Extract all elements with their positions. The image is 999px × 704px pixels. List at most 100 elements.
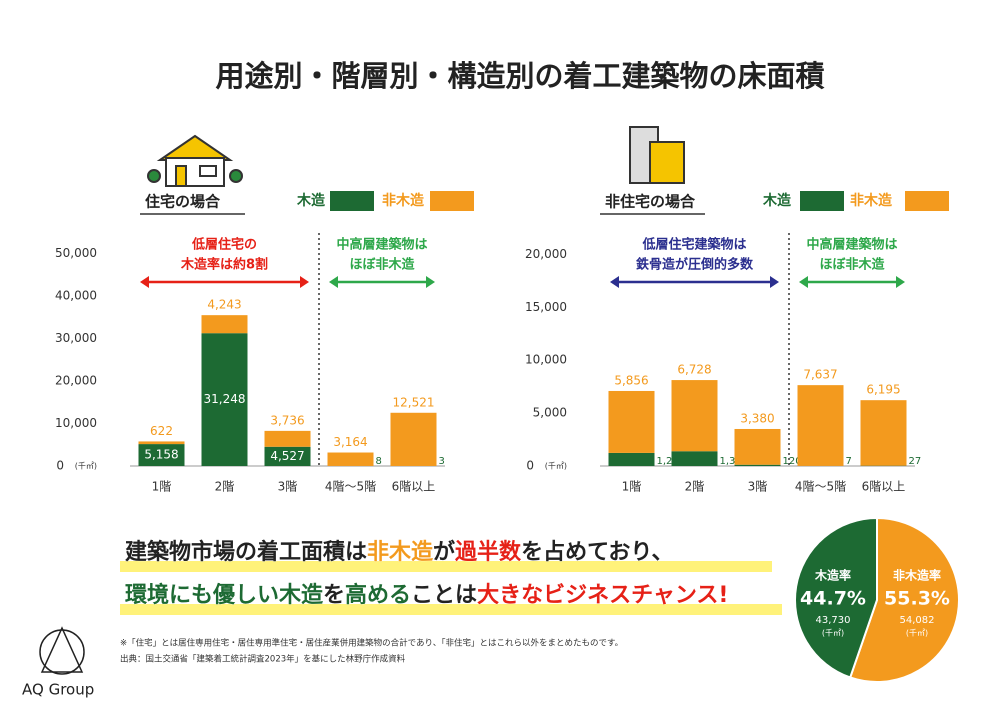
x-tick-label: 4階〜5階: [325, 479, 376, 494]
legend-swatch: [430, 191, 474, 211]
bar-segment: [138, 441, 185, 445]
value-label: 6,728: [677, 363, 711, 377]
value-label: 3,380: [740, 411, 774, 425]
chart-subtitle: 住宅の場合: [145, 193, 221, 211]
pie-unit: (千㎡): [906, 628, 928, 638]
bar-segment: [608, 390, 655, 453]
bar-segment: [390, 412, 437, 466]
bar-segment: [608, 452, 655, 466]
headline: 環境にも優しい木造を高めることは大きなビジネスチャンス!: [125, 582, 728, 608]
y-tick-label: 0: [56, 459, 64, 473]
headline-segment: 環境にも優しい木造: [125, 582, 323, 608]
legend-swatch: [330, 191, 374, 211]
value-label: 8: [376, 456, 382, 467]
headline-segment: 非木造: [367, 540, 433, 565]
value-label: 4,527: [270, 449, 304, 463]
x-tick-label: 2階: [215, 479, 235, 494]
pie-slice: [794, 516, 878, 679]
annotation: 低層住宅建築物は: [641, 237, 746, 253]
legend-swatch: [800, 191, 844, 211]
headline: 建築物市場の着工面積は非木造が過半数を占めており、: [125, 539, 674, 565]
legend-label: 非木造: [382, 192, 424, 209]
bar-segment: [327, 452, 374, 466]
x-tick-label: 1階: [622, 479, 642, 494]
y-tick-label: 50,000: [55, 246, 97, 260]
value-label: 7: [846, 456, 852, 467]
annotation: 中高層建築物は: [336, 237, 427, 253]
pie-value: 44.7%: [800, 588, 866, 610]
x-tick-label: 6階以上: [392, 479, 436, 494]
y-tick-label: 20,000: [55, 374, 97, 388]
y-tick-label: 15,000: [525, 300, 567, 314]
arrow-head: [426, 276, 435, 288]
annotation: 低層住宅の: [191, 237, 257, 253]
value-label: 5,856: [614, 373, 648, 387]
arrow-head: [300, 276, 309, 288]
x-tick-label: 3階: [278, 479, 298, 494]
bar-segment: [138, 444, 185, 466]
headline-segment: 建築物市場の着工面積は: [125, 539, 367, 565]
headline-segment: 過半数: [455, 539, 522, 565]
headline-segment: が: [433, 539, 455, 565]
footnote: 出典：国土交通省「建築着工統計調査2023年」を基にした林野庁作成資料: [120, 654, 406, 665]
value-label: 6,195: [866, 383, 900, 397]
value-label: 4,243: [207, 298, 241, 312]
bar-segment: [264, 430, 311, 447]
pie-label: 木造率: [814, 568, 851, 583]
pie-amount: 54,082: [900, 615, 935, 626]
logo-mark: [39, 626, 85, 675]
headline-segment: 大きなビジネスチャンス!: [477, 583, 728, 608]
annotation: 木造率は約8割: [180, 257, 268, 273]
y-tick-label: 20,000: [525, 247, 567, 261]
annotation: 鉄骨造が圧倒的多数: [636, 257, 754, 273]
pie-label: 非木造率: [893, 568, 941, 583]
x-tick-label: 1階: [152, 479, 172, 494]
value-label: 3,164: [333, 435, 367, 449]
pie-unit: (千㎡): [822, 628, 844, 638]
annotation: 中高層建築物は: [806, 237, 897, 253]
bar-segment: [671, 451, 718, 466]
headline-segment: ことは: [411, 583, 477, 608]
page-title: 用途別・階層別・構造別の着工建築物の床面積: [215, 59, 824, 93]
highlight: [120, 604, 782, 615]
y-tick-label: 0: [526, 459, 534, 473]
legend-label: 非木造: [850, 192, 892, 209]
y-unit: (千㎡): [545, 461, 567, 471]
value-label: 27: [909, 456, 922, 467]
value-label: 31,248: [204, 392, 246, 406]
bar-segment: [671, 380, 718, 452]
y-tick-label: 30,000: [55, 331, 97, 345]
bar-segment: [860, 400, 907, 466]
x-tick-label: 2階: [685, 479, 705, 494]
headline-segment: 高める: [345, 582, 411, 608]
arrow-head: [770, 276, 779, 288]
x-tick-label: 6階以上: [862, 479, 906, 494]
arrow-head: [896, 276, 905, 288]
headline-segment: を占めており、: [521, 540, 673, 565]
legend-label: 木造: [762, 192, 791, 209]
headline-segment: を: [323, 583, 345, 608]
value-label: 3: [439, 456, 445, 467]
value-label: 12,521: [393, 395, 435, 409]
arrow-head: [329, 276, 338, 288]
arrow-head: [610, 276, 619, 288]
bar-segment: [201, 333, 248, 466]
footnote: ※「住宅」とは居住専用住宅・居住専用準住宅・居住産業併用建築物の合計であり、「非…: [120, 638, 623, 649]
arrow-head: [140, 276, 149, 288]
y-tick-label: 5,000: [533, 406, 567, 420]
x-tick-label: 4階〜5階: [795, 479, 846, 494]
bar-segment: [264, 446, 311, 466]
bar-segment: [734, 428, 781, 465]
value-label: 1,237: [657, 456, 686, 467]
chart-subtitle: 非住宅の場合: [605, 193, 696, 211]
annotation: ほぼ非木造: [819, 257, 885, 273]
value-label: 7,637: [803, 368, 837, 382]
building-icon: [629, 126, 685, 184]
value-label: 1,395: [720, 456, 749, 467]
value-label: 622: [150, 424, 173, 438]
bar-segment: [734, 464, 781, 466]
pie-amount: 43,730: [816, 615, 851, 626]
logo-text: AQ Group: [22, 681, 94, 699]
value-label: 5,158: [144, 448, 178, 462]
